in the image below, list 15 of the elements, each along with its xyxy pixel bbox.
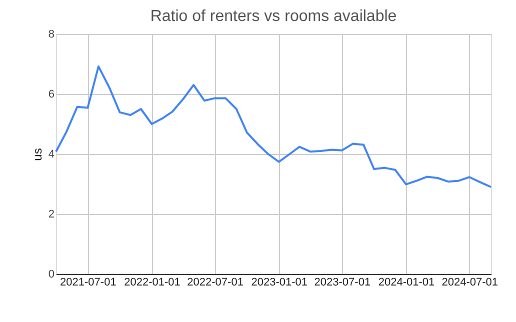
y-axis-title: us — [30, 148, 44, 161]
x-tick-label: 2023-07-01 — [314, 276, 371, 288]
x-tick-label: 2021-07-01 — [60, 276, 116, 288]
y-tick-label: 6 — [48, 88, 54, 100]
y-tick-label: 4 — [48, 148, 54, 160]
chart-title: Ratio of renters vs rooms available — [150, 8, 397, 25]
x-tick-label: 2023-01-01 — [251, 276, 308, 288]
y-tick-label: 8 — [48, 28, 54, 40]
x-tick-label: 2022-07-01 — [187, 276, 244, 288]
y-tick-label: 0 — [48, 268, 54, 280]
x-tick-label: 2022-01-01 — [124, 276, 180, 288]
x-tick-label: 2024-07-01 — [442, 276, 498, 288]
x-tick-label: 2024-01-01 — [378, 276, 435, 288]
y-tick-label: 2 — [48, 208, 54, 220]
line-series — [55, 65, 492, 188]
